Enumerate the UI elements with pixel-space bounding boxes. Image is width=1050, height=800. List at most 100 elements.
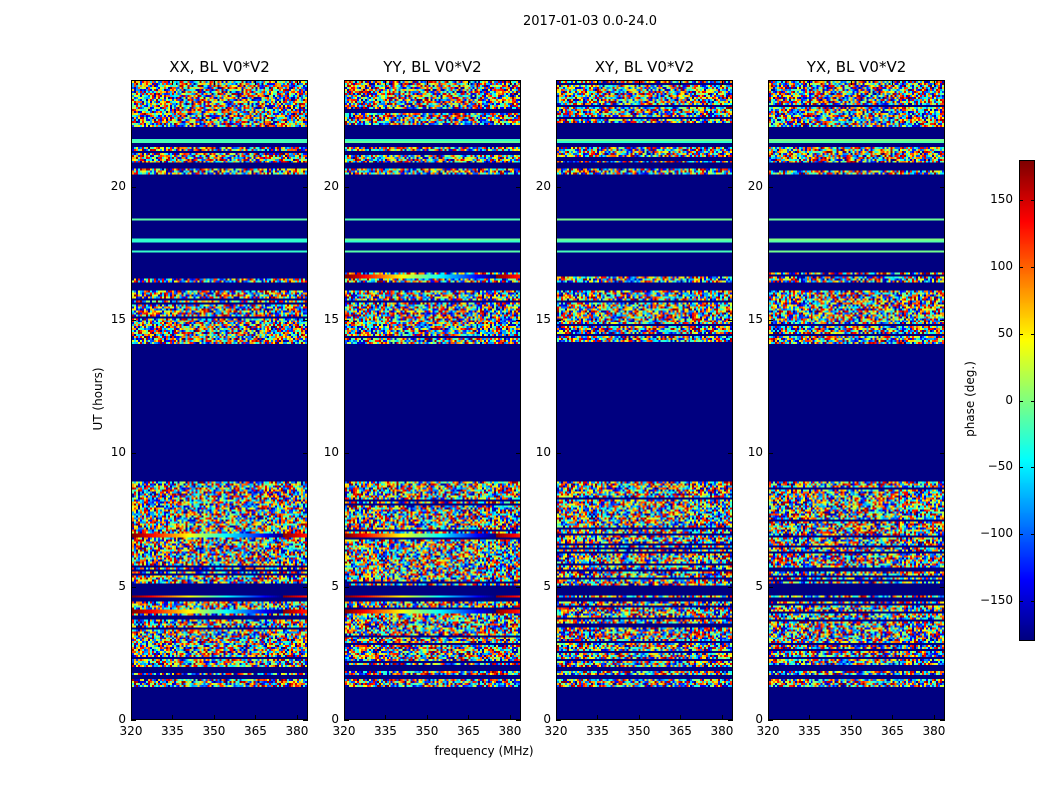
y-tick bbox=[728, 453, 733, 455]
y-tick bbox=[344, 453, 349, 455]
y-tick-label: 5 bbox=[755, 578, 763, 593]
x-tick bbox=[721, 715, 723, 720]
y-tick bbox=[344, 720, 349, 721]
x-tick-label: 335 bbox=[374, 724, 397, 738]
y-tick bbox=[131, 320, 136, 321]
y-tick bbox=[940, 320, 945, 321]
y-tick bbox=[728, 186, 733, 188]
figure-title: 2017-01-03 0.0-24.0 bbox=[523, 14, 657, 29]
y-tick-label: 20 bbox=[535, 178, 551, 193]
heatmap-panel bbox=[556, 80, 733, 720]
colorbar-tick-label: −150 bbox=[980, 592, 1013, 607]
heatmap-image bbox=[557, 81, 732, 719]
colorbar-tick bbox=[1019, 467, 1023, 469]
x-tick bbox=[597, 715, 599, 720]
x-tick bbox=[426, 715, 428, 720]
y-tick-label: 15 bbox=[747, 312, 763, 326]
x-tick bbox=[509, 80, 511, 85]
panel-title: YX, BL V0*V2 bbox=[806, 58, 907, 76]
y-tick bbox=[344, 320, 349, 321]
x-tick bbox=[213, 80, 215, 85]
colorbar-tick bbox=[1031, 266, 1035, 268]
y-tick-label: 15 bbox=[323, 312, 339, 326]
colorbar-tick bbox=[1031, 534, 1035, 536]
x-tick bbox=[721, 80, 723, 85]
colorbar-tick bbox=[1019, 600, 1023, 602]
colorbar-tick bbox=[1031, 400, 1035, 402]
x-tick bbox=[809, 715, 811, 720]
y-tick-label: 0 bbox=[543, 712, 551, 726]
y-axis-label: UT (hours) bbox=[91, 367, 105, 431]
colorbar-tick-label: −100 bbox=[980, 526, 1013, 541]
y-tick-label: 20 bbox=[747, 178, 763, 193]
colorbar-gradient bbox=[1020, 161, 1034, 640]
x-tick-label: 320 bbox=[119, 724, 143, 738]
colorbar-tick bbox=[1019, 333, 1023, 335]
x-tick bbox=[556, 715, 557, 720]
heatmap-panel bbox=[131, 80, 308, 720]
x-tick bbox=[509, 715, 511, 720]
x-axis-label: frequency (MHz) bbox=[434, 744, 534, 758]
y-tick bbox=[131, 586, 136, 588]
x-tick-label: 365 bbox=[244, 724, 267, 738]
y-tick bbox=[344, 186, 349, 188]
x-tick bbox=[809, 80, 811, 85]
x-tick-label: 380 bbox=[285, 724, 309, 738]
x-tick-label: 365 bbox=[881, 724, 904, 738]
y-tick bbox=[768, 453, 773, 455]
x-tick bbox=[638, 715, 640, 720]
colorbar-tick-label: 150 bbox=[990, 192, 1013, 207]
y-tick bbox=[556, 320, 561, 321]
x-tick bbox=[892, 80, 894, 85]
x-tick-label: 365 bbox=[669, 724, 692, 738]
x-tick bbox=[344, 715, 345, 720]
y-tick bbox=[940, 586, 945, 588]
y-tick-label: 10 bbox=[747, 445, 763, 460]
y-tick bbox=[303, 186, 308, 188]
x-tick bbox=[680, 80, 682, 85]
x-tick bbox=[850, 80, 852, 85]
y-tick-label: 0 bbox=[755, 712, 763, 726]
x-tick bbox=[131, 80, 132, 85]
colorbar-tick-label: −50 bbox=[987, 459, 1013, 474]
x-tick-label: 320 bbox=[332, 724, 356, 738]
y-tick bbox=[131, 720, 136, 721]
x-tick bbox=[768, 80, 769, 85]
y-tick-label: 5 bbox=[331, 578, 339, 593]
heatmap-panel bbox=[344, 80, 521, 720]
y-tick-label: 15 bbox=[535, 312, 551, 326]
x-tick bbox=[597, 80, 599, 85]
x-tick bbox=[385, 715, 387, 720]
y-tick bbox=[303, 320, 308, 321]
colorbar-tick-label: 0 bbox=[1005, 392, 1013, 407]
colorbar-tick-label: 50 bbox=[997, 325, 1013, 340]
x-tick bbox=[344, 80, 345, 85]
y-tick-label: 20 bbox=[323, 178, 339, 193]
y-tick bbox=[556, 720, 561, 721]
y-tick bbox=[728, 320, 733, 321]
colorbar-tick bbox=[1019, 200, 1023, 202]
y-tick bbox=[131, 186, 136, 188]
y-tick bbox=[768, 186, 773, 188]
y-tick bbox=[940, 186, 945, 188]
y-tick bbox=[556, 453, 561, 455]
x-tick bbox=[892, 715, 894, 720]
x-tick bbox=[255, 80, 257, 85]
y-tick bbox=[728, 586, 733, 588]
colorbar-tick bbox=[1031, 333, 1035, 335]
y-tick-label: 5 bbox=[118, 578, 126, 593]
y-tick bbox=[303, 586, 308, 588]
x-tick bbox=[768, 715, 769, 720]
heatmap-image bbox=[345, 81, 520, 719]
y-tick-label: 10 bbox=[535, 445, 551, 460]
y-tick bbox=[940, 720, 945, 721]
x-tick bbox=[426, 80, 428, 85]
colorbar-tick bbox=[1019, 266, 1023, 268]
y-tick bbox=[516, 586, 521, 588]
x-tick bbox=[933, 715, 935, 720]
x-tick-label: 350 bbox=[415, 724, 439, 738]
heatmap-panel bbox=[768, 80, 945, 720]
y-tick bbox=[303, 453, 308, 455]
colorbar-tick bbox=[1019, 400, 1023, 402]
x-tick bbox=[296, 80, 298, 85]
